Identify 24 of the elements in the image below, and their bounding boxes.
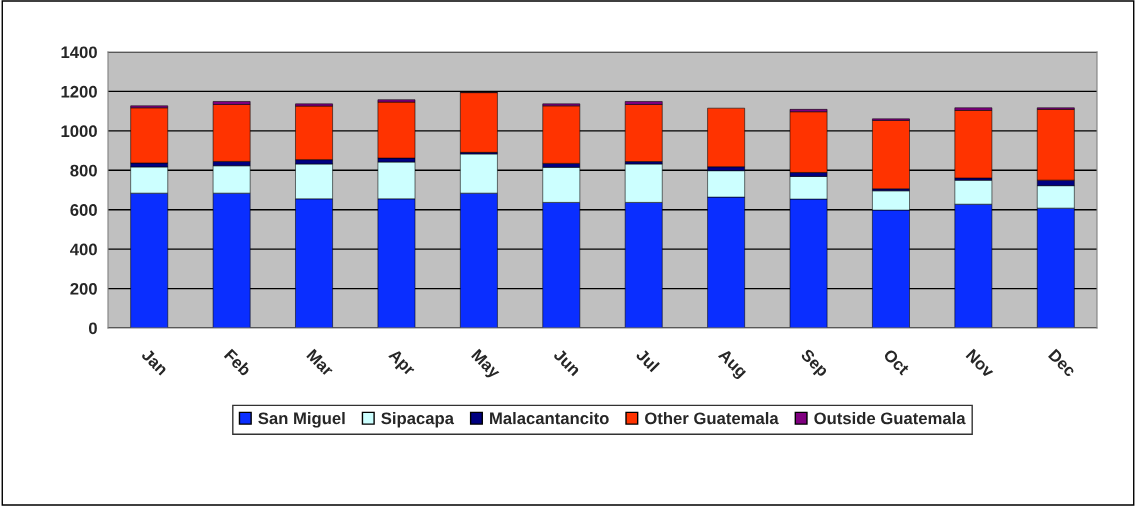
x-tick-label: Mar [306,348,335,377]
y-tick-label: 1000 [61,125,97,138]
y-tick-label: 800 [70,164,97,177]
y-tick-label: 400 [70,243,97,256]
x-tick-label: Dec [1047,348,1077,378]
legend-label: Malacantancito [490,412,609,425]
legend-label: Outside Guatemala [814,412,966,425]
x-tick-label: Apr [385,348,417,379]
y-tick-label: 600 [70,204,97,216]
x-tick-label: Nov [965,348,996,379]
x-tick-label: Jan [140,348,169,376]
y-tick-label: 200 [70,282,97,295]
x-tick-label: Aug [715,348,748,381]
x-tick-label: Jul [635,347,660,373]
x-tick-label: Oct [882,348,911,376]
y-tick-label: 1200 [61,85,97,98]
x-tick-label: Jun [552,348,582,377]
y-tick-label: 0 [88,322,97,335]
legend-label: Sipacapa [381,412,455,428]
legend-label: Other Guatemala [645,412,779,425]
y-tick-label: 1400 [61,46,97,59]
x-tick-label: Feb [223,348,253,377]
legend-label: San Miguel [258,412,345,428]
x-tick-label: Sep [797,348,830,380]
